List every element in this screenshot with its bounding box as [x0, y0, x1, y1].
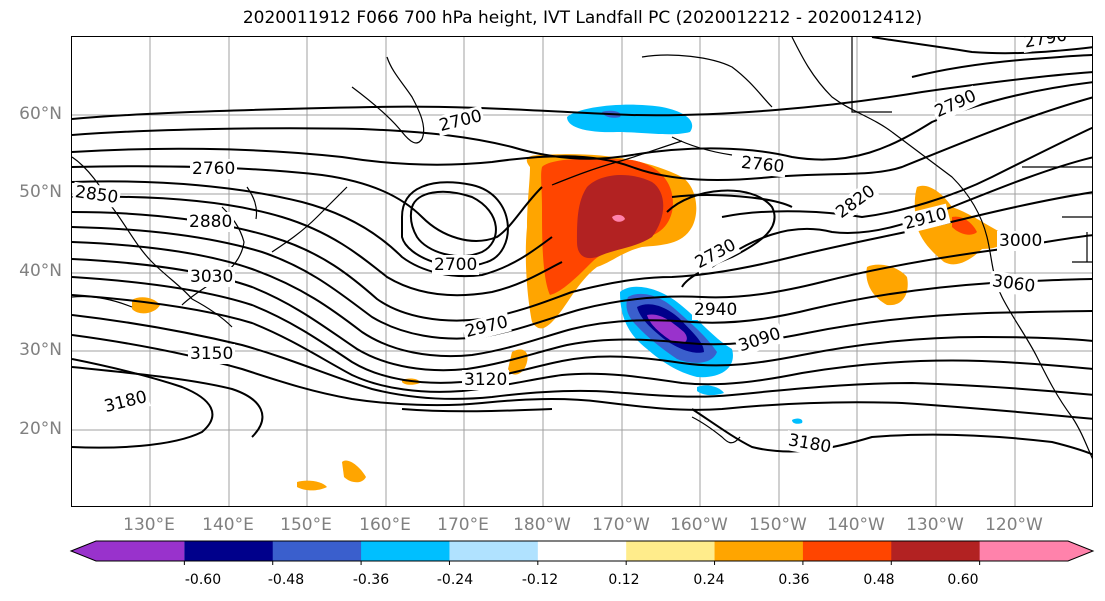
ivt-shade-lightblue-dot	[792, 418, 803, 424]
colorbar-segment	[802, 541, 892, 561]
colorbar-tick-label: 0.24	[693, 572, 725, 588]
map-title: 2020011912 F066 700 hPa height, IVT Land…	[242, 8, 923, 28]
contour-line	[72, 241, 1092, 358]
colorbar-tick-label: -0.48	[267, 572, 305, 588]
colorbar-segment	[891, 541, 981, 561]
contour-line	[72, 81, 1092, 161]
ivt-shade-lightblue-east	[697, 385, 724, 396]
contour-line	[72, 334, 1092, 420]
contour-label: 2880	[187, 212, 235, 232]
colorbar-segment	[626, 541, 716, 561]
colorbar-segment	[979, 541, 1093, 561]
colorbar-segment	[71, 541, 185, 561]
lon-label-150w: 150°W	[749, 515, 807, 535]
colorbar-tick-label: 0.12	[608, 572, 640, 588]
contour-label: 2940	[692, 300, 740, 320]
colorbar-segment	[272, 541, 362, 561]
contour-line	[401, 181, 509, 268]
colorbar-tick-label: -0.12	[521, 572, 559, 588]
colorbar-segments	[71, 541, 1093, 561]
coastline-hawaii	[691, 416, 741, 444]
lat-label-60n: 60°N	[19, 104, 62, 124]
contour-label: 2700	[432, 255, 480, 275]
contour-line	[409, 190, 497, 257]
lon-label-180w: 180°W	[513, 515, 571, 535]
ivt-shade-orange-isle2	[297, 480, 327, 491]
contour-line	[72, 358, 214, 449]
lon-label-150e: 150°E	[280, 515, 332, 535]
lon-label-170w: 170°W	[592, 515, 650, 535]
border-us-states	[1062, 216, 1092, 263]
lon-label-130w: 130°W	[906, 515, 964, 535]
coastline-alaska-north	[641, 37, 893, 133]
colorbar-segment	[361, 541, 450, 561]
colorbar-tick-label: -0.60	[184, 572, 222, 588]
colorbar-segment	[714, 541, 804, 561]
contour-label: 2760	[190, 159, 238, 179]
colorbar-tick-label: -0.24	[436, 572, 474, 588]
contour-label: 3150	[188, 344, 236, 364]
contour-line	[72, 126, 1092, 278]
lon-label-140e: 140°E	[202, 515, 254, 535]
colorbar-tick-label: 0.36	[778, 572, 810, 588]
contour-line	[871, 37, 1092, 55]
lat-label-40n: 40°N	[19, 261, 62, 281]
ivt-shade-orange-sub	[508, 349, 528, 375]
contour-line	[72, 314, 1092, 400]
colorbar-segment	[537, 541, 627, 561]
contour-line	[72, 156, 1092, 297]
ivt-shade-lightblue-north	[567, 104, 693, 135]
lon-label-130e: 130°E	[123, 515, 175, 535]
ivt-shade-orange-east2	[866, 264, 908, 306]
colorbar-ticks	[183, 561, 981, 565]
colorbar-segment	[184, 541, 274, 561]
lat-label-50n: 50°N	[19, 182, 62, 202]
coastline-kuril	[271, 186, 348, 253]
ivt-shade-orange-west	[132, 297, 160, 314]
contour-line	[72, 366, 553, 438]
lon-label-160w: 160°W	[670, 515, 728, 535]
ivt-positive-anomaly	[132, 154, 1003, 491]
ivt-shade-orange-isle1	[342, 460, 366, 483]
ivt-shade-purple-core	[647, 314, 687, 344]
lon-label-140w: 140°W	[827, 515, 885, 535]
lat-label-20n: 20°N	[19, 419, 62, 439]
lon-label-120w: 120°W	[985, 515, 1043, 535]
coastline-kamchatka	[351, 56, 425, 144]
colorbar-segment	[449, 541, 539, 561]
colorbar-outline	[69, 540, 1095, 562]
ivt-shade-pink-core	[612, 214, 625, 222]
contour-label: 3120	[462, 370, 510, 390]
ivt-negative-anomaly	[567, 104, 803, 424]
lon-label-170e: 170°E	[437, 515, 489, 535]
contour-line	[911, 54, 1092, 78]
lat-label-30n: 30°N	[19, 340, 62, 360]
contour-line	[72, 276, 1092, 384]
contour-label: 3000	[997, 231, 1045, 251]
contour-line	[72, 258, 1092, 372]
contour-line	[691, 408, 1092, 456]
contour-line	[72, 226, 1092, 340]
colorbar-tick-label: 0.48	[863, 572, 895, 588]
map-panel: 2850 2760 2880 3030 3150 3180 2700 2700 …	[71, 36, 1093, 507]
coastline-na-west	[891, 131, 1092, 460]
contour-label: 3030	[188, 267, 236, 287]
contour-line	[72, 71, 1092, 120]
lon-label-160e: 160°E	[359, 515, 411, 535]
contour-line	[72, 294, 1092, 393]
colorbar-tick-label: 0.60	[947, 572, 979, 588]
colorbar-tick-label: -0.36	[352, 572, 390, 588]
contour-line	[72, 96, 1092, 181]
